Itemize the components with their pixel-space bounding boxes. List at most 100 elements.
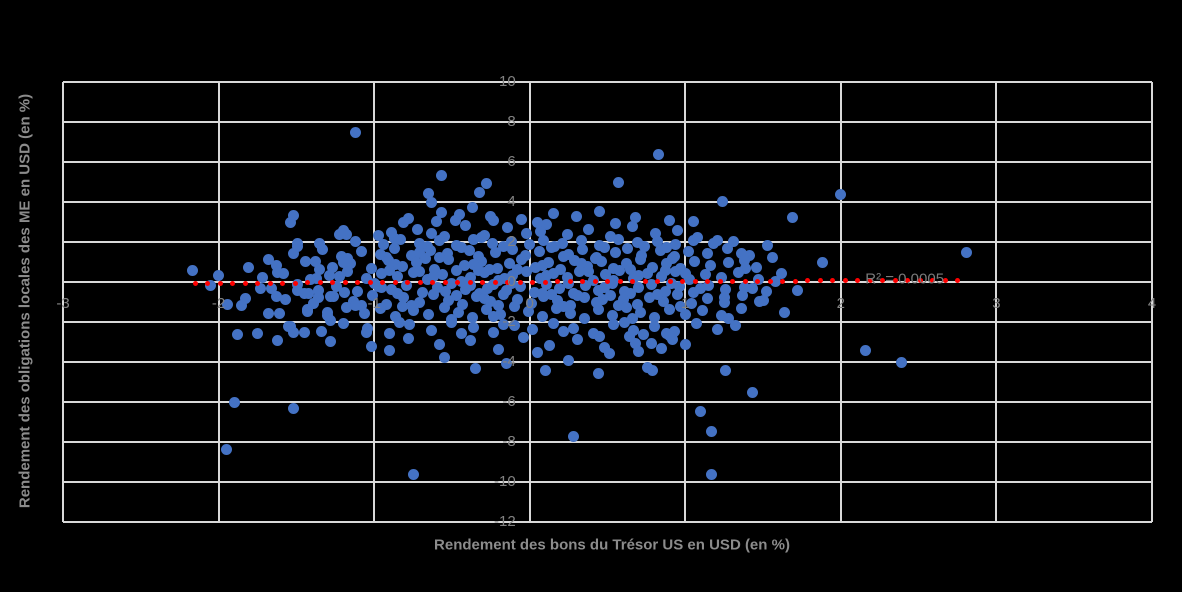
trendline-dot xyxy=(467,279,473,285)
scatter-point xyxy=(564,299,576,311)
scatter-point xyxy=(608,318,620,330)
scatter-point xyxy=(561,229,573,241)
scatter-point xyxy=(325,335,337,347)
trendline-dot xyxy=(305,280,311,286)
scatter-point xyxy=(493,343,505,355)
scatter-point xyxy=(443,294,455,306)
scatter-point xyxy=(493,274,505,286)
scatter-point xyxy=(507,243,519,255)
scatter-point xyxy=(659,264,671,276)
scatter-point xyxy=(547,207,559,219)
scatter-point xyxy=(451,290,463,302)
scatter-point xyxy=(272,334,284,346)
scatter-point xyxy=(896,356,908,368)
scatter-point xyxy=(538,290,550,302)
scatter-point xyxy=(536,259,548,271)
scatter-point xyxy=(541,270,553,282)
scatter-point xyxy=(645,337,657,349)
x-tick-label: 3 xyxy=(992,295,1001,312)
scatter-point xyxy=(531,346,543,358)
trendline-dot xyxy=(692,278,698,284)
trendline-dot xyxy=(442,279,448,285)
scatter-point xyxy=(468,258,480,270)
scatter-point xyxy=(236,299,248,311)
y-axis-title: Rendement des obligations locales des ME… xyxy=(16,93,34,509)
scatter-point xyxy=(465,334,477,346)
scatter-point xyxy=(455,275,467,287)
scatter-point xyxy=(393,317,405,329)
scatter-point xyxy=(608,262,620,274)
x-tick-label: 2 xyxy=(836,295,846,312)
scatter-point xyxy=(555,263,567,275)
scatter-point xyxy=(592,284,604,296)
gridline-horizontal xyxy=(63,201,1152,203)
scatter-point xyxy=(717,195,729,207)
scatter-point xyxy=(609,217,621,229)
scatter-point xyxy=(262,253,274,265)
trendline-dot xyxy=(892,278,898,284)
trendline-dot xyxy=(380,280,386,286)
trendline-dot xyxy=(655,279,661,285)
scatter-point xyxy=(690,318,702,330)
scatter-point xyxy=(270,259,282,271)
gridline-vertical xyxy=(62,82,64,522)
scatter-point xyxy=(424,245,436,257)
scatter-point xyxy=(737,290,749,302)
scatter-point xyxy=(578,312,590,324)
scatter-point xyxy=(700,268,711,280)
scatter-point xyxy=(634,306,646,318)
scatter-point xyxy=(728,236,739,248)
trendline-dot xyxy=(680,278,686,284)
scatter-point xyxy=(312,285,324,297)
scatter-point xyxy=(547,317,559,329)
scatter-point xyxy=(525,298,537,310)
scatter-point xyxy=(505,277,517,289)
scatter-point xyxy=(603,347,615,359)
scatter-point xyxy=(634,253,646,265)
scatter-point xyxy=(279,294,291,306)
scatter-point xyxy=(429,263,441,275)
trendline-dot xyxy=(505,279,511,285)
scatter-point xyxy=(527,324,539,336)
scatter-point xyxy=(503,258,515,270)
gridline-horizontal xyxy=(63,481,1152,483)
y-tick-label: -2 xyxy=(502,313,516,330)
trendline-dot xyxy=(830,278,836,284)
scatter-point xyxy=(314,238,326,250)
scatter-point xyxy=(334,270,346,282)
scatter-point xyxy=(670,238,682,250)
scatter-point xyxy=(762,239,774,251)
scatter-point xyxy=(435,169,447,181)
trendline-dot xyxy=(567,279,573,285)
scatter-point xyxy=(488,310,500,322)
scatter-point xyxy=(630,337,641,349)
gridline-horizontal xyxy=(63,121,1152,123)
scatter-point xyxy=(499,273,511,285)
scatter-point xyxy=(287,247,299,259)
scatter-point xyxy=(446,316,458,328)
scatter-point xyxy=(365,263,377,275)
scatter-point xyxy=(186,264,198,276)
scatter-point xyxy=(205,279,217,291)
scatter-point xyxy=(552,295,564,307)
scatter-point xyxy=(556,237,568,249)
scatter-point xyxy=(401,279,413,291)
scatter-point xyxy=(695,405,707,417)
scatter-point xyxy=(664,214,676,226)
scatter-point xyxy=(667,253,679,265)
scatter-point xyxy=(667,333,679,345)
scatter-point xyxy=(625,288,637,300)
scatter-point xyxy=(435,206,447,218)
scatter-point xyxy=(754,295,766,307)
scatter-point xyxy=(633,282,645,294)
scatter-point xyxy=(626,313,638,325)
scatter-point xyxy=(656,270,668,282)
scatter-point xyxy=(278,268,290,280)
trendline-dot xyxy=(455,279,461,285)
scatter-point xyxy=(491,262,503,274)
scatter-point xyxy=(522,305,534,317)
scatter-point xyxy=(396,300,408,312)
scatter-point xyxy=(558,326,570,338)
scatter-point xyxy=(398,216,410,228)
